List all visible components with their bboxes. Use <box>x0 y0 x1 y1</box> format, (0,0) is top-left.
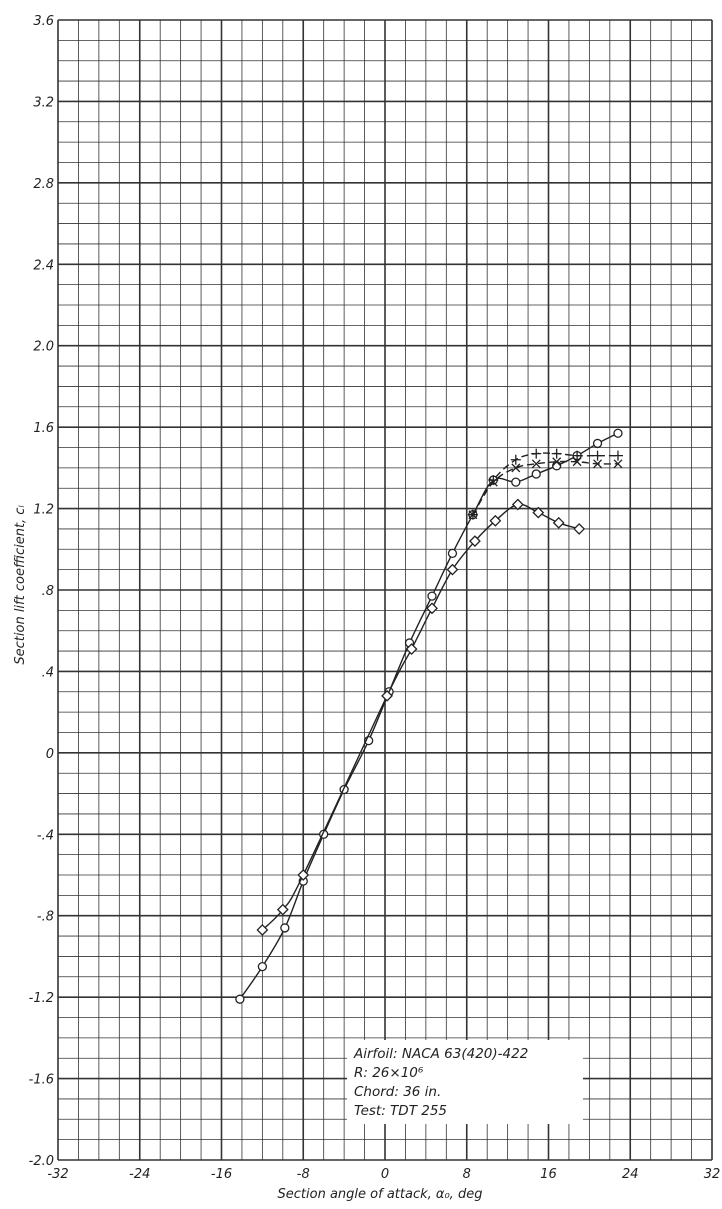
y-tick-label: .8 <box>42 584 54 599</box>
x-tick-label: -24 <box>129 1167 150 1182</box>
x-tick-label: 8 <box>463 1167 471 1182</box>
data-point-plus <box>612 450 623 461</box>
annotation-airfoil: Airfoil: NACA 63(420)-422 <box>353 1046 528 1062</box>
x-tick-label: -8 <box>297 1167 310 1182</box>
data-point-circle <box>447 548 458 559</box>
data-point-diamond <box>573 523 586 535</box>
annotation-reynolds: R: 26×10⁶ <box>354 1065 424 1081</box>
x-axis-label: Section angle of attack, α₀, deg <box>278 1187 483 1202</box>
data-point-circle <box>511 477 521 487</box>
data-point-circle <box>235 994 245 1004</box>
data-point-diamond <box>511 498 524 511</box>
y-axis-label: Section lift coefficient, cₗ <box>13 505 28 665</box>
y-tick-label: 0 <box>46 747 54 762</box>
y-tick-label: -1.2 <box>29 991 54 1006</box>
data-point-plus <box>510 454 521 465</box>
y-tick-label: 3.6 <box>33 14 54 29</box>
y-tick-label: 2.0 <box>33 340 54 355</box>
y-tick-label: 1.6 <box>33 421 54 436</box>
x-tick-label: 0 <box>381 1167 389 1182</box>
data-point-cross <box>531 459 541 469</box>
data-point-diamond <box>276 903 289 916</box>
data-point-circle <box>427 591 437 601</box>
y-tick-label: 2.4 <box>33 258 54 273</box>
data-point-cross <box>593 459 603 469</box>
data-point-diamond <box>532 506 545 519</box>
data-point-circle <box>257 961 268 972</box>
data-point-diamond <box>405 643 418 655</box>
series-layer <box>235 428 623 1004</box>
data-point-diamond <box>446 563 459 576</box>
annotation-test: Test: TDT 255 <box>354 1103 447 1119</box>
y-tick-label: 2.8 <box>33 177 54 192</box>
x-tick-label: 32 <box>704 1167 721 1182</box>
annotation-box: Airfoil: NACA 63(420)-422 R: 26×10⁶ Chor… <box>347 1040 583 1124</box>
data-point-diamond <box>256 924 269 936</box>
data-point-plus <box>531 448 542 459</box>
data-point-cross <box>468 510 478 520</box>
x-tick-label: -32 <box>47 1167 68 1182</box>
data-point-plus <box>551 448 562 459</box>
tick-labels: -32 -24 -16 -8 0 8 16 24 32 -2.0 -1.6 -1.2 -.8 -.4 0 .4… <box>29 14 721 1182</box>
data-point-diamond <box>489 514 502 527</box>
data-point-diamond <box>297 869 310 881</box>
data-point-cross <box>511 463 521 473</box>
data-point-circle <box>280 923 290 933</box>
grid <box>57 19 713 1161</box>
y-tick-label: -2.0 <box>29 1154 54 1169</box>
data-point-diamond <box>426 602 438 615</box>
data-point-circle <box>613 428 623 438</box>
y-tick-label: 3.2 <box>33 95 54 110</box>
series-line-cross <box>472 460 618 516</box>
data-point-circle <box>552 461 562 471</box>
data-point-cross <box>552 457 562 467</box>
x-tick-label: -16 <box>211 1167 232 1182</box>
y-tick-label: .4 <box>42 665 54 680</box>
data-point-diamond <box>469 535 481 548</box>
data-point-cross <box>572 457 582 467</box>
data-point-cross <box>488 477 498 487</box>
data-point-circle <box>531 469 541 479</box>
data-point-diamond <box>381 689 393 702</box>
data-point-cross <box>613 459 623 469</box>
y-tick-label: 1.2 <box>33 503 54 518</box>
data-point-plus <box>488 475 499 486</box>
x-tick-label: 24 <box>622 1167 639 1182</box>
data-point-plus <box>592 450 603 461</box>
y-tick-label: -.4 <box>37 828 54 843</box>
series-line-plus <box>472 452 618 516</box>
y-tick-label: -1.6 <box>29 1073 54 1088</box>
x-tick-label: 16 <box>540 1167 557 1182</box>
series-line-circle <box>239 432 619 1000</box>
annotation-chord: Chord: 36 in. <box>354 1084 441 1100</box>
data-point-diamond <box>552 516 565 529</box>
y-tick-label: -.8 <box>37 910 54 925</box>
data-point-circle <box>592 438 603 449</box>
data-point-plus <box>572 450 583 461</box>
